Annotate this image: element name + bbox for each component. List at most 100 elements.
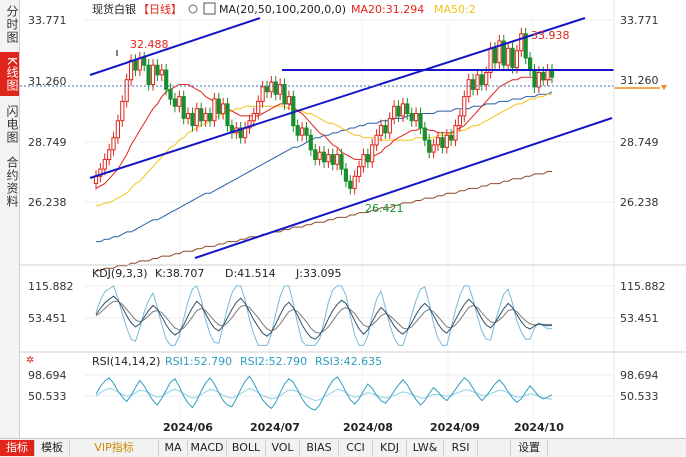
tab-macd[interactable]: MACD	[188, 440, 227, 456]
candle-body-93[interactable]	[501, 40, 506, 66]
candle-body-27[interactable]	[212, 98, 217, 122]
candle-body-8[interactable]	[129, 59, 134, 81]
candle-body-95[interactable]	[510, 47, 515, 69]
tab-ma[interactable]: MA	[159, 440, 188, 456]
candle-body-6[interactable]	[120, 100, 125, 122]
tab-lw[interactable]: LW&	[407, 440, 444, 456]
candle-body-44[interactable]	[286, 96, 291, 105]
candle-body-21[interactable]	[186, 113, 191, 119]
candle-body-26[interactable]	[207, 113, 213, 122]
candle-body-49[interactable]	[308, 134, 313, 151]
candle-body-100[interactable]	[532, 69, 537, 88]
indicator-toggle-icon[interactable]	[203, 2, 216, 15]
candle-body-96[interactable]	[514, 50, 519, 69]
candle-body-68[interactable]	[392, 105, 397, 119]
tab-bias[interactable]: BIAS	[300, 440, 339, 456]
tab-timeshare[interactable]: 分时图	[5, 4, 19, 44]
candle-body-3[interactable]	[107, 149, 112, 161]
tab-cci[interactable]: CCI	[339, 440, 373, 456]
candle-body-69[interactable]	[396, 105, 401, 117]
candle-body-7[interactable]	[124, 79, 129, 102]
candle-body-73[interactable]	[414, 113, 419, 122]
rsi-settings-icon[interactable]: ✲	[26, 355, 34, 366]
candle-body-17[interactable]	[168, 88, 173, 100]
candle-body-34[interactable]	[243, 127, 248, 139]
candle-body-10[interactable]	[137, 57, 142, 71]
candle-body-98[interactable]	[523, 33, 528, 59]
candle-body-59[interactable]	[352, 175, 357, 189]
tab-vip-indicator[interactable]: VIP指标	[70, 440, 159, 456]
candle-body-74[interactable]	[418, 113, 423, 129]
candle-body-51[interactable]	[317, 151, 322, 160]
tab-settings-label[interactable]: 设置	[510, 440, 548, 456]
candle-body-2[interactable]	[102, 158, 107, 170]
candle-body-43[interactable]	[282, 84, 287, 105]
candle-body-79[interactable]	[440, 137, 445, 148]
candle-body-62[interactable]	[365, 154, 370, 163]
candle-body-57[interactable]	[343, 168, 348, 182]
candle-body-103[interactable]	[545, 69, 550, 81]
candle-body-50[interactable]	[313, 149, 318, 161]
candle-body-70[interactable]	[400, 103, 405, 117]
candle-body-42[interactable]	[278, 84, 283, 95]
candle-body-56[interactable]	[339, 154, 344, 170]
candle-body-16[interactable]	[164, 69, 169, 90]
candle-body-53[interactable]	[326, 154, 331, 163]
candle-body-30[interactable]	[225, 103, 230, 127]
candle-body-88[interactable]	[479, 74, 484, 86]
candle-body-83[interactable]	[457, 115, 462, 127]
channel-middle[interactable]	[89, 17, 586, 179]
candle-body-23[interactable]	[194, 108, 199, 127]
tab-lightning[interactable]: 闪电图	[5, 104, 19, 144]
candle-body-11[interactable]	[142, 57, 147, 66]
candle-body-89[interactable]	[484, 72, 489, 86]
candle-body-5[interactable]	[115, 120, 121, 139]
candle-body-104[interactable]	[549, 69, 555, 78]
candle-body-84[interactable]	[462, 96, 467, 117]
tab-contract-info[interactable]: 合约资料	[5, 156, 19, 208]
candle-body-67[interactable]	[387, 117, 392, 134]
chart-area[interactable]: 现货白银 【日线】 MA(20,50,100,200,0,0) MA20:31.…	[0, 0, 686, 438]
candle-body-24[interactable]	[199, 108, 204, 122]
channel-upper-left[interactable]	[89, 17, 261, 76]
candle-body-85[interactable]	[466, 79, 471, 98]
candle-body-47[interactable]	[300, 127, 305, 136]
candle-body-19[interactable]	[177, 96, 182, 107]
candle-body-52[interactable]	[321, 151, 327, 163]
candle-body-102[interactable]	[541, 72, 546, 81]
candle-body-35[interactable]	[247, 120, 252, 129]
candle-body-81[interactable]	[449, 134, 454, 141]
candle-body-87[interactable]	[475, 74, 480, 90]
candle-body-66[interactable]	[383, 125, 388, 134]
candle-body-38[interactable]	[260, 86, 265, 102]
candle-body-20[interactable]	[181, 96, 186, 119]
tab-kline[interactable]: K线图	[0, 52, 19, 96]
candle-body-15[interactable]	[159, 69, 164, 76]
candle-body-91[interactable]	[492, 47, 498, 64]
candle-body-55[interactable]	[335, 154, 340, 165]
candle-body-1[interactable]	[98, 168, 103, 177]
candle-body-13[interactable]	[150, 64, 156, 85]
candle-body-48[interactable]	[304, 127, 309, 136]
candle-body-92[interactable]	[497, 40, 502, 64]
candle-body-18[interactable]	[172, 98, 178, 107]
candle-body-82[interactable]	[453, 125, 458, 141]
candle-body-14[interactable]	[155, 64, 160, 76]
candle-body-101[interactable]	[536, 72, 541, 88]
candle-body-41[interactable]	[273, 81, 278, 95]
candle-body-77[interactable]	[431, 144, 436, 153]
candle-body-40[interactable]	[269, 81, 274, 93]
candle-body-60[interactable]	[357, 166, 362, 177]
candle-body-90[interactable]	[488, 47, 493, 73]
candle-body-33[interactable]	[238, 127, 243, 139]
candle-body-64[interactable]	[374, 134, 379, 146]
candle-body-12[interactable]	[146, 64, 151, 85]
candle-body-39[interactable]	[264, 86, 270, 93]
candle-body-28[interactable]	[216, 98, 221, 114]
tab-boll[interactable]: BOLL	[227, 440, 266, 456]
candle-body-61[interactable]	[361, 154, 366, 168]
candle-body-80[interactable]	[444, 134, 449, 148]
candle-body-76[interactable]	[427, 139, 432, 153]
candle-body-99[interactable]	[528, 57, 533, 71]
candle-body-86[interactable]	[471, 79, 476, 90]
